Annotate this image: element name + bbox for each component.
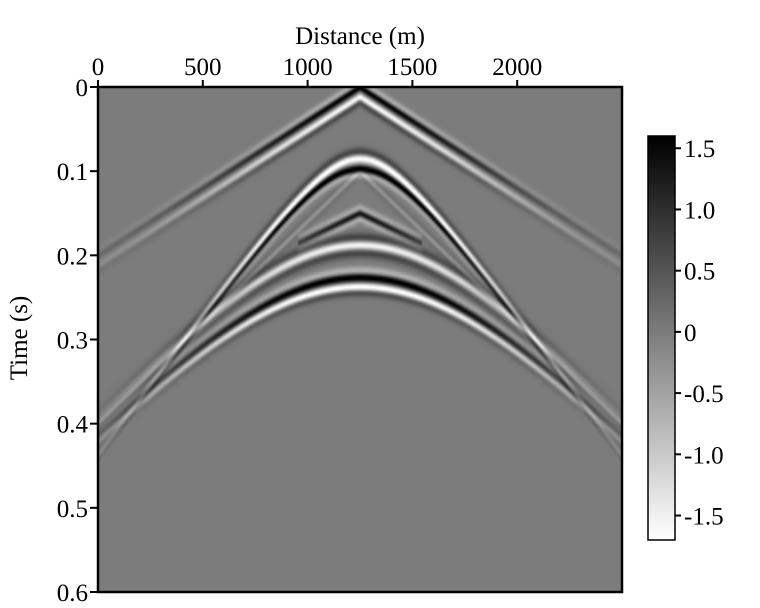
x-axis-label: Distance (m) [295,23,425,50]
y-tick-label: 0.1 [57,159,88,186]
y-tick-label: 0.2 [57,243,88,270]
colorbar-tick-label: 1.5 [684,136,715,163]
y-tick-label: 0.4 [57,412,89,439]
y-tick-label: 0 [76,75,89,102]
y-axis-ticks: 0 0.1 0.2 0.3 0.4 0.5 0.6 [57,75,98,607]
y-tick-label: 0.3 [57,328,88,355]
wavefield-heatmap [98,87,622,592]
x-tick-label: 0 [92,54,105,81]
x-tick-label: 500 [184,54,222,81]
x-tick-label: 1500 [387,54,437,81]
colorbar-tick-label: 0.5 [684,259,715,286]
colorbar: 1.5 1.0 0.5 0 -0.5 -1.0 -1.5 [647,135,724,541]
colorbar-tick-label: 1.0 [684,197,715,224]
colorbar-gradient [647,135,676,541]
x-tick-label: 1000 [283,54,333,81]
x-tick-label: 2000 [492,54,542,81]
x-axis-ticks: 0 500 1000 1500 2000 [92,54,542,87]
colorbar-tick-label: 0 [684,320,697,347]
colorbar-tick-label: -0.5 [684,381,724,408]
heatmap-panel [96,85,624,594]
colorbar-tick-label: -1.0 [684,442,724,469]
colorbar-ticks: 1.5 1.0 0.5 0 -0.5 -1.0 -1.5 [675,136,724,531]
y-axis-label: Time (s) [6,296,33,381]
y-tick-label: 0.6 [57,580,88,607]
y-tick-label: 0.5 [57,496,88,523]
colorbar-tick-label: -1.5 [684,504,724,531]
